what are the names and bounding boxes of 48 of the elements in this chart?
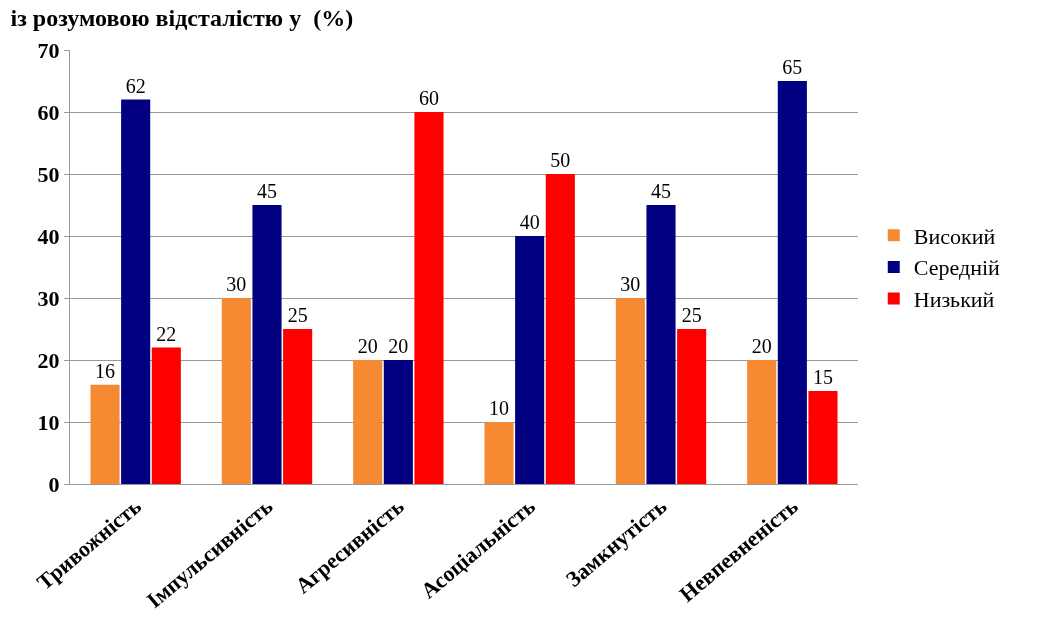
data-label: 25 [681, 304, 702, 326]
legend-label: Низький [913, 287, 995, 313]
bar [646, 205, 676, 484]
bar [484, 422, 514, 484]
data-label: 10 [489, 397, 510, 419]
data-label: 60 [418, 87, 439, 109]
data-label: 15 [812, 366, 833, 388]
bar [383, 360, 413, 484]
bar [90, 384, 120, 484]
bar [747, 360, 777, 484]
data-label: 30 [226, 273, 247, 295]
y-tick-label: 30 [37, 285, 60, 311]
bar [677, 329, 707, 484]
data-label: 65 [782, 56, 803, 78]
bar [353, 360, 383, 484]
chart-title: із розумовою відсталістю у (%) [10, 5, 354, 32]
data-label: 20 [751, 335, 772, 357]
bar [221, 298, 251, 484]
bar [252, 205, 282, 484]
data-label: 16 [95, 359, 116, 382]
bar [121, 99, 151, 484]
bar [414, 112, 444, 484]
data-label: 45 [651, 180, 671, 202]
data-label: 40 [519, 211, 540, 233]
y-tick-label: 70 [37, 37, 60, 63]
bar [515, 236, 545, 484]
bar [615, 298, 645, 484]
legend-label: Середній [913, 255, 1001, 281]
bar [808, 391, 838, 484]
bar [283, 329, 313, 484]
data-label: 25 [287, 304, 308, 326]
data-label: 50 [550, 149, 571, 171]
data-label: 45 [257, 180, 277, 202]
data-label: 20 [357, 335, 378, 357]
y-tick-label: 50 [37, 161, 60, 187]
bar [777, 81, 807, 484]
data-label: 62 [125, 74, 146, 97]
y-tick-label: 40 [37, 223, 60, 249]
y-tick-label: 20 [37, 347, 60, 373]
legend-label: Високий [913, 223, 996, 249]
data-label: 22 [156, 322, 177, 345]
bar [545, 174, 575, 484]
bar [151, 347, 181, 484]
y-tick-label: 10 [37, 409, 60, 435]
y-tick-label: 60 [37, 99, 60, 125]
y-tick-label: 0 [48, 471, 60, 497]
data-label: 30 [620, 273, 641, 295]
data-label: 20 [388, 335, 409, 357]
